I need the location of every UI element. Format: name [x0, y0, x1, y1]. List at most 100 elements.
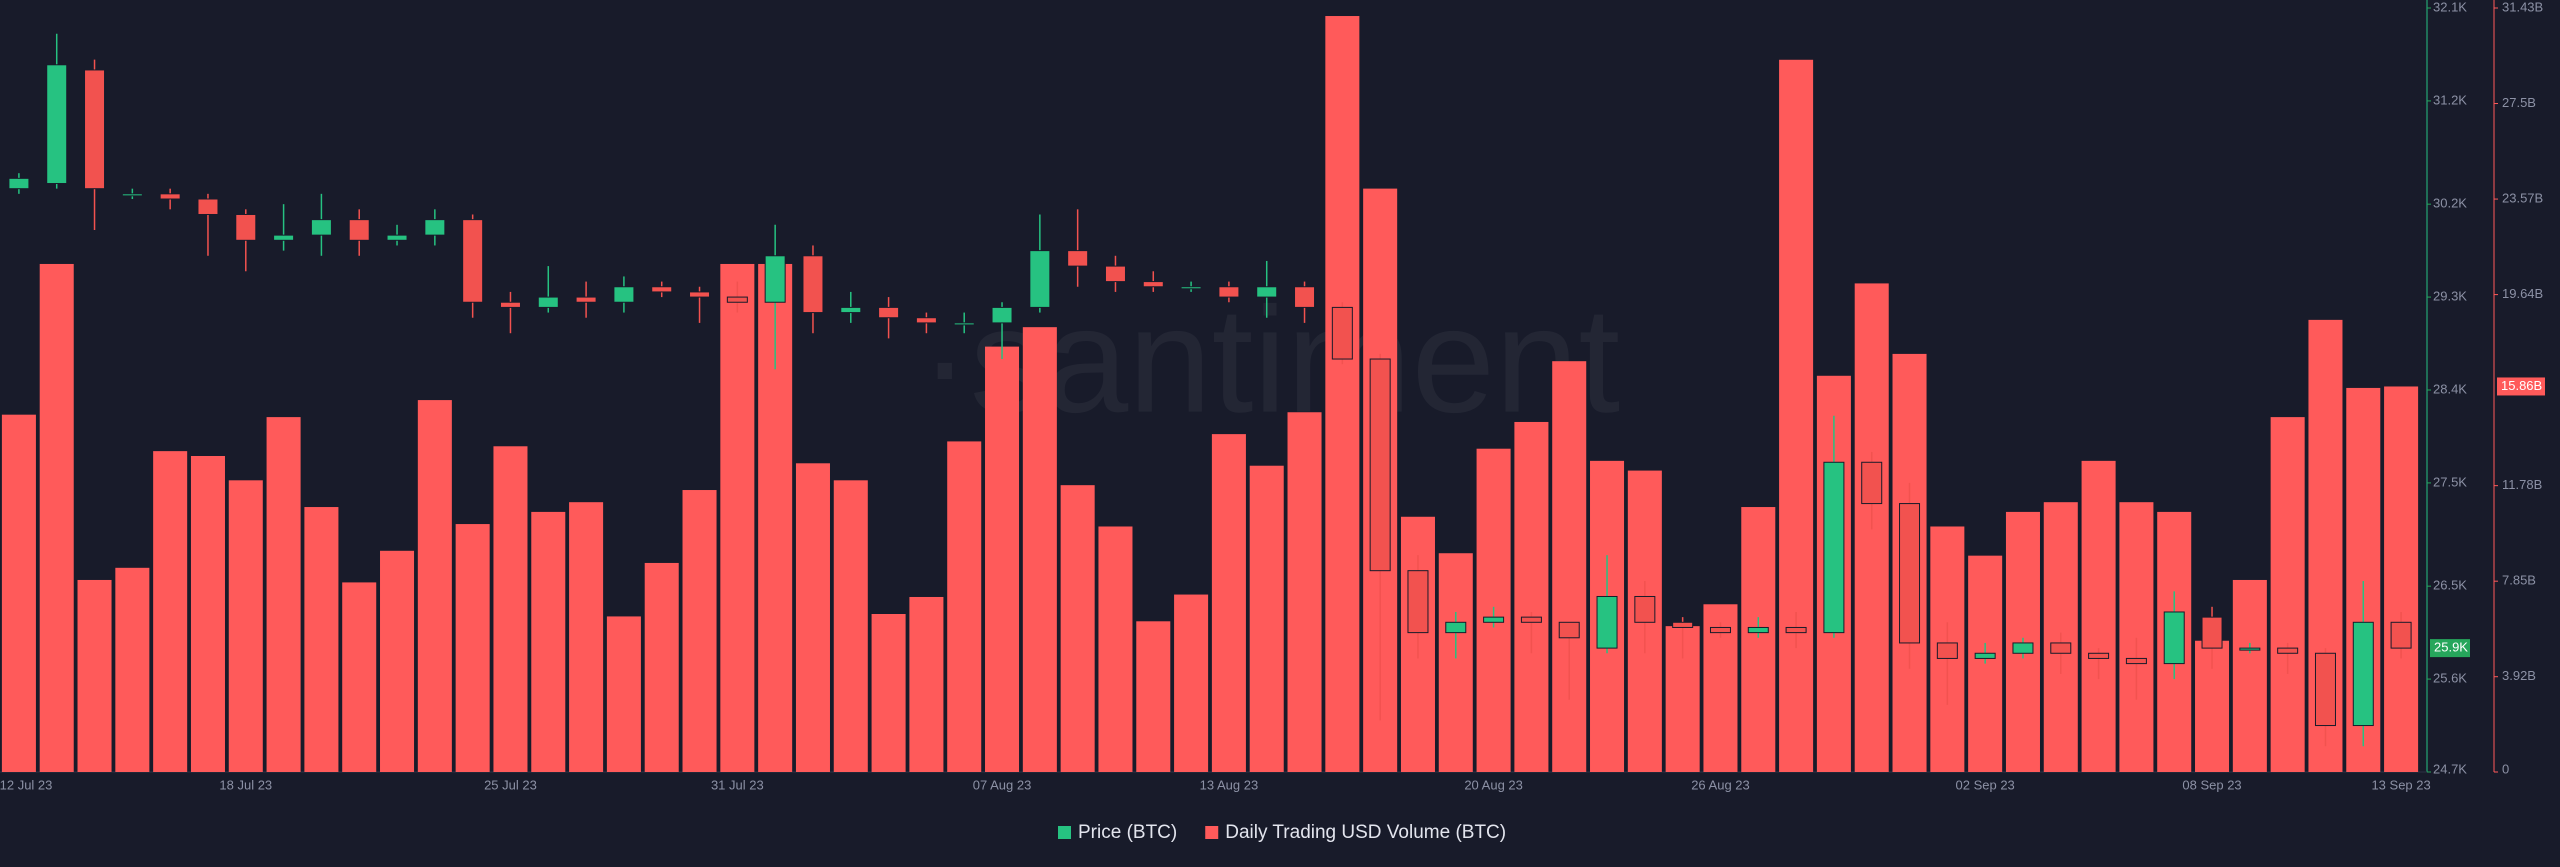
- candle-body: [2201, 616, 2223, 649]
- candle-body: [1294, 286, 1316, 308]
- candle-body: [1218, 286, 1240, 298]
- candle-body: [953, 322, 975, 326]
- candle-body: [1142, 281, 1164, 288]
- candle-body: [1067, 250, 1089, 267]
- volume-bar: [380, 550, 415, 772]
- candle-body: [1407, 570, 1429, 634]
- candle-body: [2163, 611, 2185, 665]
- candle-body: [499, 301, 521, 308]
- candle-body: [2390, 621, 2412, 649]
- y-tick-label: 29.3K: [2433, 289, 2467, 304]
- y-tick-label: 31.2K: [2433, 92, 2467, 107]
- price-badge-bg: [2430, 639, 2470, 658]
- candle-body: [310, 219, 332, 236]
- volume-bar: [1779, 59, 1814, 773]
- candle-body: [1483, 616, 1505, 623]
- candle-body: [1104, 265, 1126, 283]
- candle-body: [575, 296, 597, 303]
- y2-tick-label: 0: [2502, 761, 2509, 776]
- candle-body: [8, 177, 30, 190]
- volume-bar: [39, 263, 74, 772]
- candle-body: [1596, 595, 1618, 649]
- volume-bar: [190, 455, 225, 772]
- volume-bar: [1211, 434, 1246, 772]
- y2-tick-label: 31.43B: [2502, 0, 2543, 14]
- volume-bar: [77, 579, 112, 772]
- volume-bar: [795, 463, 830, 772]
- volume-bar: [1287, 412, 1322, 772]
- y2-tick-label: 3.92B: [2502, 668, 2536, 683]
- y2-tick-label: 7.85B: [2502, 573, 2536, 588]
- candle-body: [159, 193, 181, 200]
- volume-bar: [1514, 421, 1549, 772]
- volume-bar: [1136, 621, 1171, 772]
- candle-body: [2125, 657, 2147, 665]
- volume-bar: [720, 263, 755, 772]
- volume-bar: [115, 567, 150, 772]
- y2-tick-label: 27.5B: [2502, 95, 2536, 110]
- candle-body: [121, 193, 143, 197]
- candle-body: [689, 291, 711, 298]
- volume-bar: [1325, 16, 1360, 773]
- candle-body: [651, 286, 673, 293]
- volume-bar: [1060, 485, 1095, 772]
- volume-bar: [531, 511, 566, 772]
- candle-body: [1823, 461, 1845, 634]
- volume-bar: [1249, 465, 1284, 772]
- volume-bar: [2384, 386, 2419, 772]
- candle-body: [235, 213, 257, 241]
- candle-body: [537, 296, 559, 308]
- candle-body: [1709, 626, 1731, 634]
- x-tick-label: 20 Aug 23: [1464, 777, 1523, 792]
- volume-bar: [2081, 460, 2116, 772]
- candle-body: [726, 296, 748, 303]
- x-tick-label: 13 Sep 23: [2371, 777, 2430, 792]
- candle-body: [1634, 595, 1656, 623]
- y-tick-label: 25.6K: [2433, 671, 2467, 686]
- y2-tick-label: 11.78B: [2502, 477, 2542, 492]
- candle-body: [2012, 642, 2034, 654]
- candle-body: [764, 255, 786, 303]
- candle-body: [1029, 250, 1051, 308]
- y2-tick-label: 23.57B: [2502, 190, 2543, 205]
- candle-body: [1520, 616, 1542, 623]
- y-tick-label: 30.2K: [2433, 196, 2467, 211]
- volume-bar: [266, 417, 301, 772]
- candle-body: [2050, 642, 2072, 654]
- legend-swatch: [1058, 826, 1071, 839]
- candle-body: [915, 317, 937, 324]
- candle-body: [1899, 503, 1921, 644]
- volume-bar: [153, 451, 188, 772]
- candle-body: [424, 219, 446, 236]
- candle-body: [1256, 286, 1278, 298]
- volume-bar: [1, 414, 36, 772]
- volume-bar: [304, 507, 339, 772]
- y-tick-label: 27.5K: [2433, 474, 2467, 489]
- volume-bar: [342, 582, 377, 772]
- y-tick-label: 24.7K: [2433, 761, 2467, 776]
- candle-body: [46, 64, 68, 185]
- volume-bar: [1022, 327, 1057, 772]
- volume-bar: [228, 480, 263, 772]
- candle-body: [613, 286, 635, 303]
- candle-body: [802, 255, 824, 314]
- volume-bar: [871, 613, 906, 772]
- candle-body: [84, 69, 106, 190]
- volume-bar: [682, 490, 717, 772]
- candle-body: [991, 306, 1013, 324]
- volume-bar: [2119, 502, 2154, 772]
- y-tick-label: 32.1K: [2433, 0, 2467, 14]
- volume-bar: [985, 346, 1020, 772]
- volume-bar: [2270, 417, 2305, 772]
- candle-body: [2314, 652, 2336, 727]
- candle-body: [1747, 626, 1769, 634]
- candle-body: [1974, 652, 1996, 659]
- candle-body: [2352, 621, 2374, 727]
- volume-bar: [1968, 555, 2003, 772]
- volume-bar: [909, 596, 944, 772]
- volume-bar: [2232, 579, 2267, 772]
- candle-body: [462, 219, 484, 303]
- x-tick-label: 13 Aug 23: [1200, 777, 1259, 792]
- legend-label: Price (BTC): [1078, 822, 1177, 843]
